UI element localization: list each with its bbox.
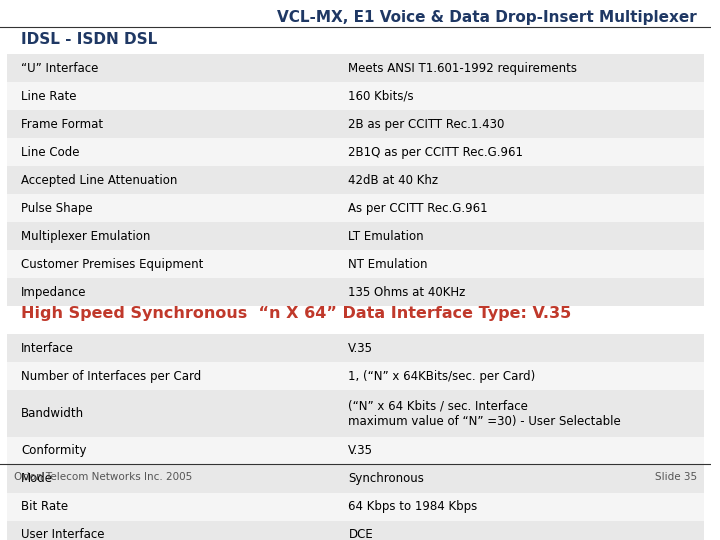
Text: Slide 35: Slide 35 <box>654 471 697 482</box>
Text: High Speed Synchronous  “n X 64” Data Interface Type: V.35: High Speed Synchronous “n X 64” Data Int… <box>22 306 572 321</box>
Text: Customer Premises Equipment: Customer Premises Equipment <box>22 258 204 271</box>
Text: Interface: Interface <box>22 342 74 355</box>
Text: Conformity: Conformity <box>22 444 87 457</box>
Text: Line Rate: Line Rate <box>22 90 77 103</box>
Text: Orion Telecom Networks Inc. 2005: Orion Telecom Networks Inc. 2005 <box>14 471 192 482</box>
Text: IDSL - ISDN DSL: IDSL - ISDN DSL <box>22 32 158 47</box>
Text: maximum value of “N” =30) - User Selectable: maximum value of “N” =30) - User Selecta… <box>348 415 621 428</box>
FancyBboxPatch shape <box>7 437 704 465</box>
FancyBboxPatch shape <box>7 194 704 222</box>
FancyBboxPatch shape <box>7 110 704 138</box>
FancyBboxPatch shape <box>7 278 704 306</box>
Text: (“N” x 64 Kbits / sec. Interface: (“N” x 64 Kbits / sec. Interface <box>348 400 528 413</box>
Text: Mode: Mode <box>22 472 53 485</box>
Text: DCE: DCE <box>348 528 373 540</box>
Text: V.35: V.35 <box>348 444 374 457</box>
Text: 2B1Q as per CCITT Rec.G.961: 2B1Q as per CCITT Rec.G.961 <box>348 146 523 159</box>
FancyBboxPatch shape <box>7 334 704 362</box>
Text: Bit Rate: Bit Rate <box>22 501 68 514</box>
FancyBboxPatch shape <box>7 82 704 110</box>
Text: Synchronous: Synchronous <box>348 472 424 485</box>
Text: NT Emulation: NT Emulation <box>348 258 428 271</box>
Text: Bandwidth: Bandwidth <box>22 407 84 420</box>
FancyBboxPatch shape <box>7 465 704 493</box>
Text: Accepted Line Attenuation: Accepted Line Attenuation <box>22 173 178 187</box>
FancyBboxPatch shape <box>7 521 704 540</box>
FancyBboxPatch shape <box>7 166 704 194</box>
Text: LT Emulation: LT Emulation <box>348 230 424 242</box>
Text: 135 Ohms at 40KHz: 135 Ohms at 40KHz <box>348 286 466 299</box>
Text: 1, (“N” x 64KBits/sec. per Card): 1, (“N” x 64KBits/sec. per Card) <box>348 369 536 383</box>
Text: As per CCITT Rec.G.961: As per CCITT Rec.G.961 <box>348 201 488 214</box>
FancyBboxPatch shape <box>7 362 704 390</box>
Text: 2B as per CCITT Rec.1.430: 2B as per CCITT Rec.1.430 <box>348 118 505 131</box>
Text: Number of Interfaces per Card: Number of Interfaces per Card <box>22 369 202 383</box>
Text: 160 Kbits/s: 160 Kbits/s <box>348 90 414 103</box>
FancyBboxPatch shape <box>7 222 704 250</box>
Text: “U” Interface: “U” Interface <box>22 62 99 75</box>
FancyBboxPatch shape <box>7 250 704 278</box>
Text: User Interface: User Interface <box>22 528 105 540</box>
Text: VCL-MX, E1 Voice & Data Drop-Insert Multiplexer: VCL-MX, E1 Voice & Data Drop-Insert Mult… <box>277 10 697 25</box>
Text: 64 Kbps to 1984 Kbps: 64 Kbps to 1984 Kbps <box>348 501 477 514</box>
Text: Line Code: Line Code <box>22 146 80 159</box>
FancyBboxPatch shape <box>7 390 704 437</box>
Text: Frame Format: Frame Format <box>22 118 104 131</box>
Text: Meets ANSI T1.601-1992 requirements: Meets ANSI T1.601-1992 requirements <box>348 62 577 75</box>
Text: Impedance: Impedance <box>22 286 87 299</box>
FancyBboxPatch shape <box>7 493 704 521</box>
Text: V.35: V.35 <box>348 342 374 355</box>
FancyBboxPatch shape <box>7 54 704 82</box>
FancyBboxPatch shape <box>7 138 704 166</box>
Text: Pulse Shape: Pulse Shape <box>22 201 93 214</box>
Text: Multiplexer Emulation: Multiplexer Emulation <box>22 230 150 242</box>
Text: 42dB at 40 Khz: 42dB at 40 Khz <box>348 173 438 187</box>
